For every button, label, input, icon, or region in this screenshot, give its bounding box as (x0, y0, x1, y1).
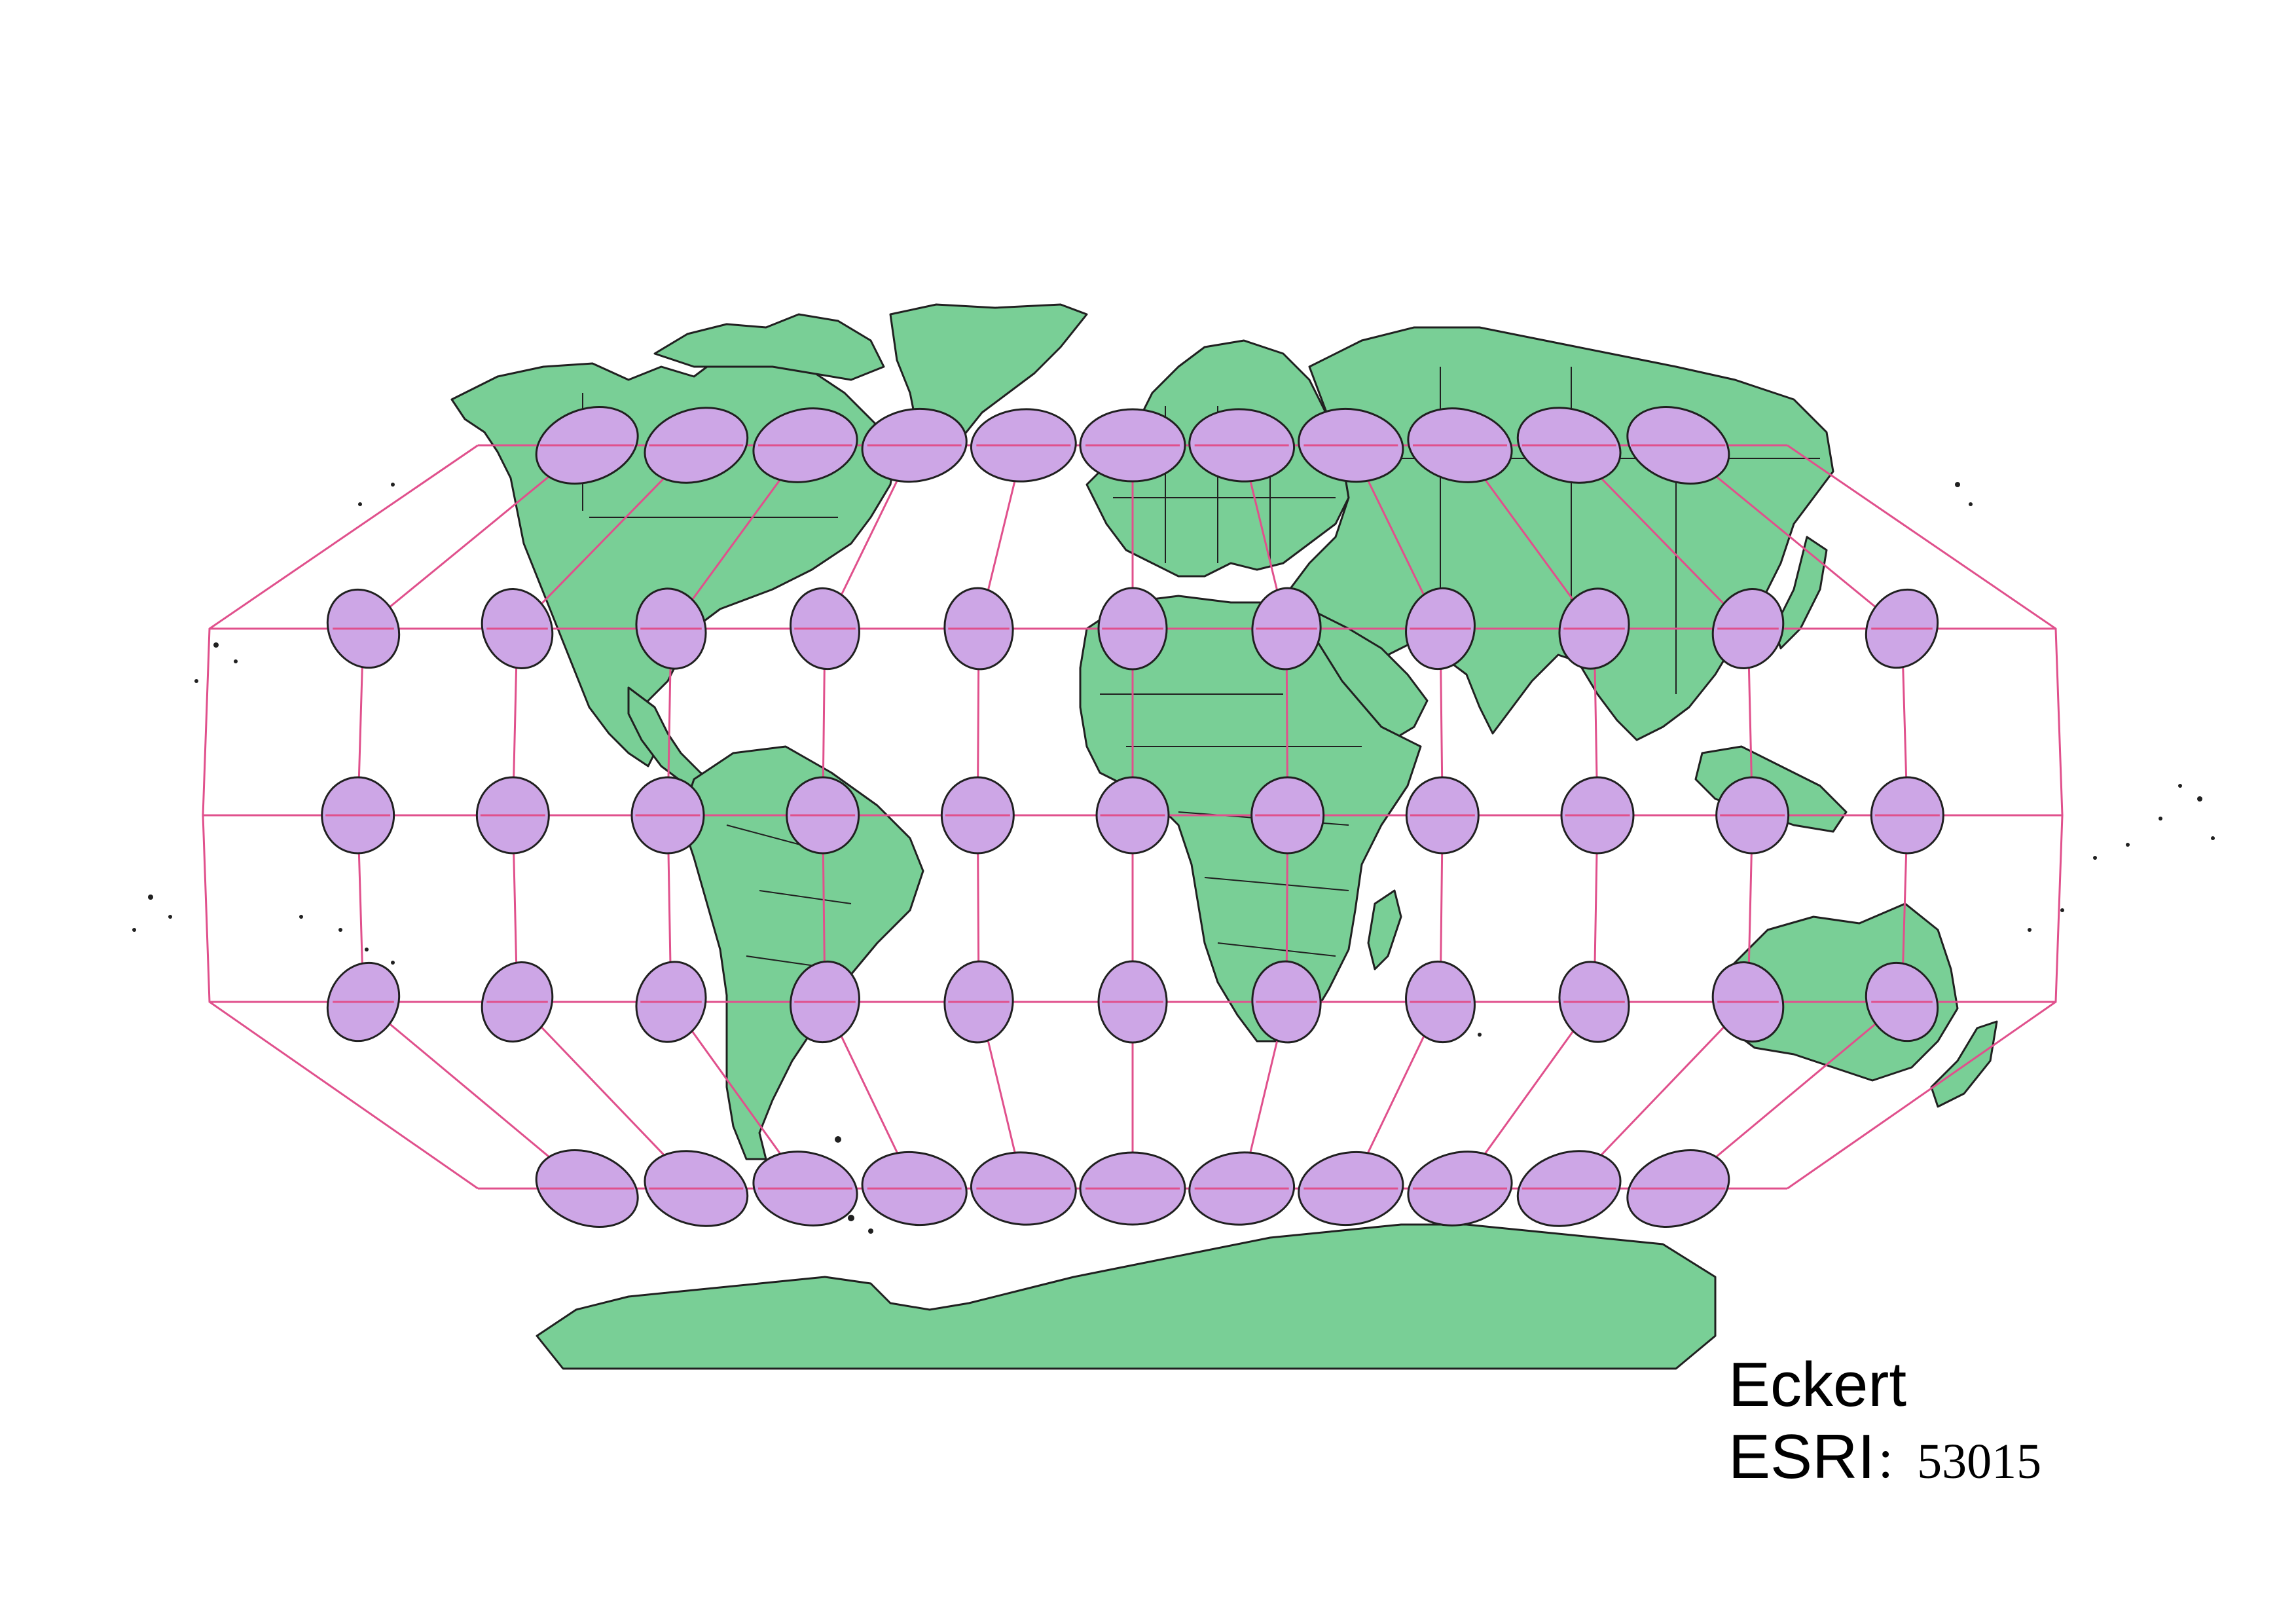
arctic-islands (653, 313, 885, 381)
projection-code: ESRI：53015 (1728, 1421, 2041, 1511)
projection-name: Eckert (1728, 1350, 1907, 1420)
new-zealand (1930, 1020, 1998, 1108)
code-prefix: ESRI (1728, 1422, 1876, 1492)
japan (1773, 536, 1828, 650)
projection-label: Eckert ESRI：53015 (1728, 1349, 2041, 1511)
code-number: 53015 (1917, 1434, 2042, 1489)
meridian-line (202, 444, 479, 1190)
antarctica (536, 1223, 1717, 1370)
code-separator: ： (1875, 1440, 1918, 1487)
small-islands (132, 482, 2215, 1234)
meridian-line (1787, 444, 2064, 1190)
madagascar (1367, 889, 1402, 970)
south-america (680, 745, 924, 1160)
tissot-indicatrices (321, 406, 1944, 1228)
